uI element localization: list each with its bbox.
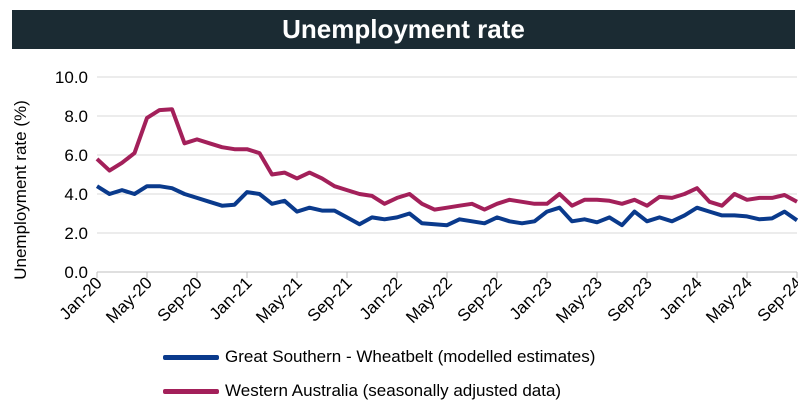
x-tick-label: May-23: [552, 273, 606, 327]
series-lines: [95, 107, 798, 228]
legend-swatch-western-australia: [163, 388, 219, 394]
y-tick-label: 0.0: [64, 263, 88, 282]
y-axis-label: Unemployment rate (%): [11, 100, 30, 280]
y-tick-label: 8.0: [64, 107, 88, 126]
x-tick-label: May-24: [702, 273, 756, 327]
x-tick-label: May-20: [102, 273, 156, 327]
y-tick-label: 6.0: [64, 146, 88, 165]
x-tick-label: Sep-22: [454, 273, 506, 325]
x-tick-label: Jan-22: [356, 273, 406, 323]
legend-item-western-australia: Western Australia (seasonally adjusted d…: [163, 381, 561, 401]
legend-swatch-great-southern: [163, 354, 219, 360]
chart-title: Unemployment rate: [12, 10, 795, 49]
legend-label-great-southern: Great Southern - Wheatbelt (modelled est…: [225, 347, 596, 366]
series-line-0: [95, 184, 798, 228]
x-tick-label: Sep-20: [154, 273, 206, 325]
y-tick-label: 2.0: [64, 224, 88, 243]
y-tick-label: 10.0: [55, 68, 88, 87]
x-tick-label: Jan-21: [206, 273, 256, 323]
x-tick-label: Jan-24: [656, 273, 706, 323]
legend-label-western-australia: Western Australia (seasonally adjusted d…: [225, 381, 562, 400]
x-tick-label: Sep-21: [304, 273, 356, 325]
x-tick-label: Sep-24: [754, 273, 798, 325]
x-tick-label: May-22: [402, 273, 456, 327]
legend-item-great-southern: Great Southern - Wheatbelt (modelled est…: [163, 347, 595, 367]
x-tick-label: May-21: [252, 273, 306, 327]
x-tick-label: Sep-23: [604, 273, 656, 325]
series-line-1: [95, 107, 798, 212]
y-tick-label: 4.0: [64, 185, 88, 204]
x-tick-label: Jan-23: [506, 273, 556, 323]
y-axis-ticks: 0.0 2.0 4.0 6.0 8.0 10.0: [55, 68, 88, 282]
